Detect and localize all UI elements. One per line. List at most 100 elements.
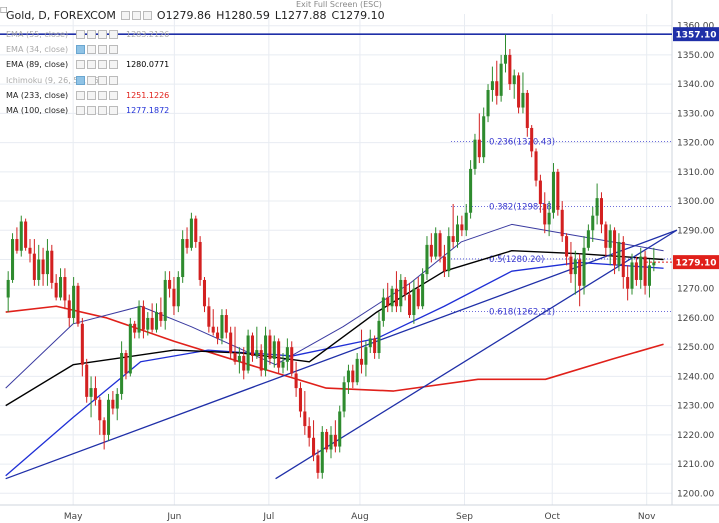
candle-body	[617, 241, 621, 266]
indicator-icons[interactable]	[76, 75, 122, 85]
candle-body	[19, 221, 23, 251]
candle-body	[503, 54, 508, 64]
candle-body	[128, 323, 132, 374]
candle-body	[307, 426, 311, 438]
settings-icon[interactable]	[131, 11, 141, 20]
settings-icon[interactable]	[87, 75, 96, 85]
candle-body	[464, 212, 468, 231]
last-price-tag-label: 1279.10	[676, 259, 717, 269]
indicator-row[interactable]: MA (100, close) 1277.1872	[6, 103, 169, 118]
candle-body	[521, 92, 525, 108]
candle-body	[141, 306, 145, 330]
settings-icon[interactable]	[87, 60, 96, 70]
x-tick-label: Sep	[456, 512, 473, 522]
close-icon[interactable]	[98, 60, 107, 70]
indicator-icons[interactable]	[76, 60, 122, 70]
more-icon[interactable]	[109, 30, 118, 40]
candle-body	[24, 221, 28, 248]
candle-body	[425, 244, 429, 275]
eye-icon[interactable]	[76, 75, 85, 85]
candle-body	[346, 370, 350, 383]
candle-body	[133, 323, 137, 333]
candle-body	[259, 350, 263, 371]
more-icon[interactable]	[109, 106, 118, 116]
candle-body	[573, 259, 577, 275]
fib-level-label: 0.618(1262.21)	[489, 307, 555, 317]
indicator-name: EMA (55, close)	[6, 30, 69, 40]
close-icon[interactable]	[98, 90, 107, 100]
candle-body	[416, 288, 420, 307]
settings-icon[interactable]	[87, 30, 96, 40]
indicator-icons[interactable]	[76, 45, 122, 55]
indicator-icons[interactable]	[76, 30, 122, 40]
y-tick-label: 1260.00	[677, 314, 714, 324]
indicator-row[interactable]: Ichimoku (9, 26, 52, 26)	[6, 73, 169, 88]
candle-body	[312, 437, 316, 456]
y-tick-label: 1300.00	[677, 197, 714, 207]
settings-icon[interactable]	[87, 90, 96, 100]
y-tick-label: 1330.00	[677, 109, 714, 119]
candle-body	[233, 353, 237, 362]
indicator-icons[interactable]	[76, 106, 122, 116]
candle-body	[59, 277, 63, 298]
indicator-row[interactable]: EMA (55, close) 1283.2126	[6, 27, 169, 42]
y-tick-label: 1220.00	[677, 431, 714, 441]
trendline	[275, 229, 678, 480]
indicator-value: 1283.2126	[126, 30, 170, 40]
candle-body	[551, 171, 556, 213]
more-icon[interactable]	[109, 45, 118, 55]
candle-body	[652, 262, 656, 266]
y-tick-label: 1310.00	[677, 168, 714, 178]
fib-level-label: 0.5(1280.20)	[489, 255, 544, 265]
candle-body	[154, 312, 159, 330]
collapse-legend-icon[interactable]: □	[0, 5, 8, 14]
indicator-row[interactable]: MA (233, close) 1251.1226	[6, 88, 169, 103]
candle-body	[290, 347, 294, 374]
more-icon[interactable]	[109, 60, 118, 70]
candle-body	[643, 256, 647, 286]
candle-body	[185, 239, 189, 248]
fib-level-label: 0.236(1320.43)	[489, 137, 555, 147]
indicator-row[interactable]: EMA (34, close)	[6, 42, 169, 57]
close-icon[interactable]	[98, 30, 107, 40]
eye-icon[interactable]	[120, 11, 130, 20]
candle-body	[582, 247, 586, 286]
candle-body	[368, 338, 372, 348]
more-icon[interactable]	[109, 75, 118, 85]
indicator-value: 1251.1226	[126, 90, 170, 100]
resistance-tag-label: 1357.10	[676, 31, 717, 41]
header-icons[interactable]	[120, 11, 152, 20]
candle-body	[508, 54, 512, 85]
candle-body	[565, 236, 569, 257]
indicator-icons[interactable]	[76, 90, 122, 100]
close-icon[interactable]	[98, 45, 107, 55]
indicator-row[interactable]: EMA (89, close) 1280.0771	[6, 57, 169, 72]
exit-fullscreen-label[interactable]: Exit Full Screen (ESC)	[296, 0, 382, 9]
candle-body	[268, 335, 272, 359]
candle-body	[102, 420, 106, 435]
eye-icon[interactable]	[76, 106, 85, 116]
settings-icon[interactable]	[87, 45, 96, 55]
settings-icon[interactable]	[87, 106, 96, 116]
close-icon[interactable]	[98, 106, 107, 116]
candle-body	[390, 288, 394, 307]
candle-body	[67, 300, 71, 318]
candle-body	[124, 353, 128, 374]
eye-icon[interactable]	[76, 60, 85, 70]
candle-body	[634, 262, 638, 280]
more-icon[interactable]	[109, 90, 118, 100]
indicator-name: Ichimoku (9, 26, 52, 26)	[6, 75, 102, 85]
eye-icon[interactable]	[76, 90, 85, 100]
candle-body	[294, 373, 298, 389]
candle-body	[176, 277, 180, 307]
eye-icon[interactable]	[76, 45, 85, 55]
close-icon[interactable]	[142, 11, 152, 20]
close-icon[interactable]	[98, 75, 107, 85]
eye-icon[interactable]	[76, 30, 85, 40]
y-tick-label: 1200.00	[677, 489, 714, 499]
candle-body	[329, 434, 333, 450]
ma233-line	[5, 305, 664, 392]
candle-body	[556, 171, 560, 210]
candle-body	[386, 297, 390, 307]
